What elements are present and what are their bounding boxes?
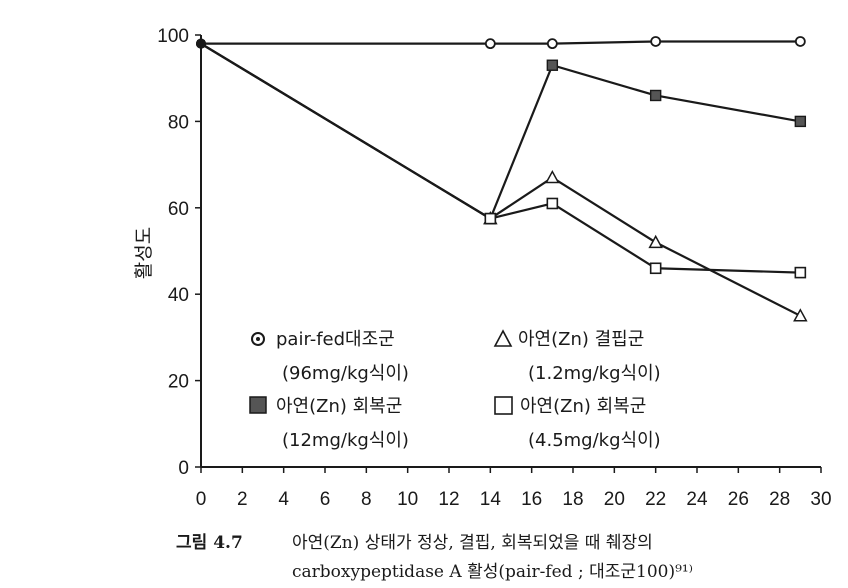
point-recovery45 — [649, 262, 662, 275]
legend-item-deficient: 아연(Zn) 결핍군 (1.2mg/kg식이) — [493, 329, 661, 384]
legend-label-deficient: 아연(Zn) 결핍군 — [518, 329, 644, 350]
series-layer — [196, 36, 808, 322]
y-tick-label: 100 — [157, 26, 189, 47]
x-tick-label: 14 — [480, 489, 502, 510]
series-line-deficient — [200, 42, 801, 317]
legend-label-pairfed: pair-fed대조군 — [276, 329, 395, 350]
y-axis-label: 활성도 — [133, 227, 155, 279]
axes — [200, 35, 821, 468]
point-recovery45 — [794, 266, 807, 279]
legend-item-pairfed: pair-fed대조군 (96mg/kg식이) — [251, 329, 409, 384]
x-tick-label: 28 — [769, 489, 790, 510]
caption-label: 그림 4.7 — [176, 533, 243, 553]
legend-sub-deficient: (1.2mg/kg식이) — [528, 363, 661, 384]
y-tick-label: 40 — [168, 285, 189, 306]
point-pairfed — [650, 36, 662, 47]
point-pairfed — [794, 36, 806, 47]
x-tick-label: 10 — [397, 489, 418, 510]
x-tick-label: 18 — [562, 489, 583, 510]
caption-line1: 아연(Zn) 상태가 정상, 결핍, 회복되었을 때 췌장의 — [292, 533, 653, 553]
point-deficient — [648, 234, 663, 249]
x-tick-label: 2 — [237, 489, 248, 510]
x-tick-label: 26 — [728, 489, 749, 510]
legend-marker-triangle — [493, 329, 513, 347]
x-tick-label: 12 — [438, 489, 459, 510]
legend-sub-pairfed: (96mg/kg식이) — [282, 363, 409, 384]
x-tick-label: 4 — [278, 489, 289, 510]
legend-label-recovery12: 아연(Zn) 회복군 — [276, 396, 402, 417]
y-tick-label: 80 — [168, 112, 189, 133]
y-tick-label: 20 — [168, 372, 189, 393]
x-tick-label: 30 — [810, 489, 831, 510]
figure-caption: 그림 4.7 아연(Zn) 상태가 정상, 결핍, 회복되었을 때 췌장의 ca… — [176, 533, 693, 582]
x-tick-label: 0 — [196, 489, 207, 510]
point-recovery45 — [196, 38, 206, 49]
legend-item-recovery45: 아연(Zn) 회복군 (4.5mg/kg식이) — [494, 396, 661, 451]
point-deficient — [793, 308, 808, 322]
x-tick-label: 20 — [604, 489, 625, 510]
point-recovery45 — [546, 197, 559, 210]
point-pairfed — [546, 38, 558, 50]
legend-sub-recovery12: (12mg/kg식이) — [282, 430, 409, 451]
x-tick-label: 22 — [645, 489, 666, 510]
caption-line2: carboxypeptidase A 활성(pair-fed ; 대조군100)… — [292, 562, 693, 582]
point-deficient — [545, 169, 560, 184]
point-recovery45 — [484, 212, 497, 225]
point-recovery12 — [649, 89, 662, 102]
x-tick-label: 24 — [686, 489, 708, 510]
y-tick-label: 0 — [178, 458, 189, 479]
x-tick-label: 8 — [361, 489, 372, 510]
series-line-pairfed — [201, 40, 801, 45]
legend-label-recovery45: 아연(Zn) 회복군 — [520, 396, 646, 417]
y-tick-label: 60 — [168, 199, 189, 220]
point-pairfed — [484, 38, 496, 50]
legend-marker-open-square — [494, 396, 513, 415]
legend-sub-recovery45: (4.5mg/kg식이) — [528, 430, 661, 451]
legend-item-recovery12: 아연(Zn) 회복군 (12mg/kg식이) — [249, 396, 409, 451]
series-line-recovery45 — [200, 42, 801, 274]
point-recovery12 — [794, 115, 807, 128]
series-line-recovery12 — [200, 42, 801, 221]
legend: pair-fed대조군 (96mg/kg식이) 아연(Zn) 결핍군 (1.2m… — [249, 329, 661, 451]
x-tick-label: 6 — [320, 489, 331, 510]
legend-marker-filled-square — [249, 396, 267, 414]
point-recovery12 — [546, 59, 559, 71]
legend-marker-circle-dot — [256, 337, 260, 341]
x-tick-label: 16 — [521, 489, 542, 510]
